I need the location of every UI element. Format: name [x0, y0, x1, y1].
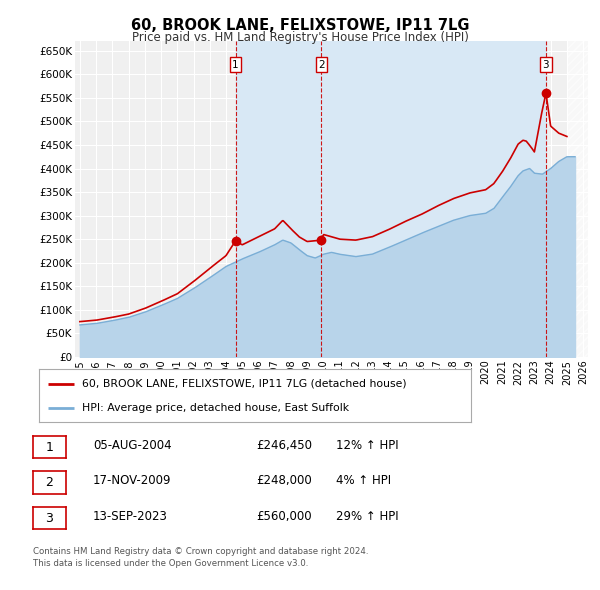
Text: 3: 3 — [542, 60, 549, 70]
Text: 1: 1 — [232, 60, 239, 70]
Text: 12% ↑ HPI: 12% ↑ HPI — [336, 439, 398, 452]
Text: Price paid vs. HM Land Registry's House Price Index (HPI): Price paid vs. HM Land Registry's House … — [131, 31, 469, 44]
Text: £246,450: £246,450 — [256, 439, 312, 452]
Text: 60, BROOK LANE, FELIXSTOWE, IP11 7LG: 60, BROOK LANE, FELIXSTOWE, IP11 7LG — [131, 18, 469, 32]
Text: Contains HM Land Registry data © Crown copyright and database right 2024.: Contains HM Land Registry data © Crown c… — [33, 547, 368, 556]
Text: This data is licensed under the Open Government Licence v3.0.: This data is licensed under the Open Gov… — [33, 559, 308, 568]
Text: 2: 2 — [46, 476, 53, 489]
Text: 13-SEP-2023: 13-SEP-2023 — [93, 510, 168, 523]
Text: 17-NOV-2009: 17-NOV-2009 — [93, 474, 172, 487]
Bar — [322, 41, 546, 357]
Text: 2: 2 — [318, 60, 325, 70]
Text: 1: 1 — [46, 441, 53, 454]
Text: 4% ↑ HPI: 4% ↑ HPI — [336, 474, 391, 487]
Text: £560,000: £560,000 — [256, 510, 312, 523]
Text: 3: 3 — [46, 512, 53, 525]
Text: 29% ↑ HPI: 29% ↑ HPI — [336, 510, 398, 523]
Bar — [236, 41, 322, 357]
Text: 60, BROOK LANE, FELIXSTOWE, IP11 7LG (detached house): 60, BROOK LANE, FELIXSTOWE, IP11 7LG (de… — [82, 379, 407, 389]
Bar — [567, 41, 588, 357]
Text: £248,000: £248,000 — [256, 474, 312, 487]
Text: 05-AUG-2004: 05-AUG-2004 — [93, 439, 172, 452]
Text: HPI: Average price, detached house, East Suffolk: HPI: Average price, detached house, East… — [82, 403, 349, 413]
Bar — [546, 41, 588, 357]
